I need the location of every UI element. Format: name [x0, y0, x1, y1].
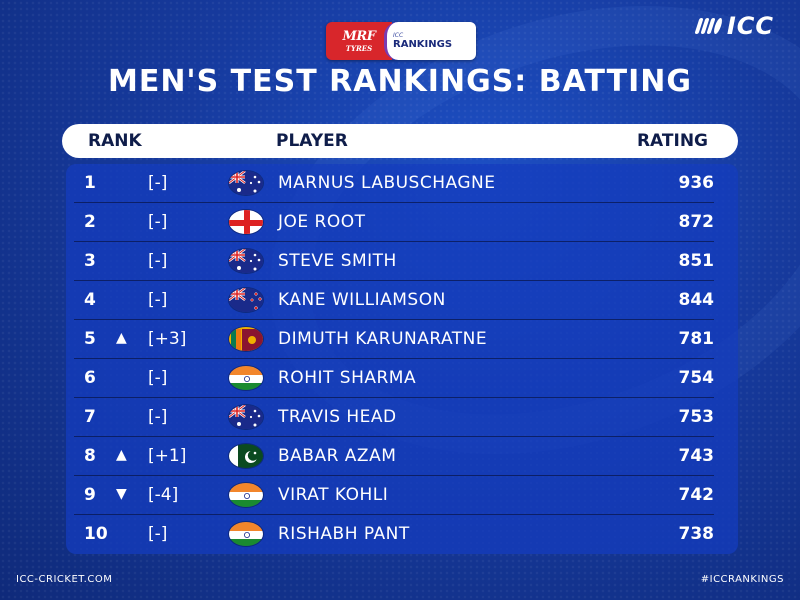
player-rating: 844	[678, 290, 715, 310]
rankings-table: 1 [-] MARNUS LABUSCHAGNE 936 2 [-] JOE ROOT 872…	[66, 164, 738, 554]
rank-movement: [-]	[148, 251, 168, 271]
player-name: TRAVIS HEAD	[278, 407, 397, 427]
player-name: VIRAT KOHLI	[278, 485, 389, 505]
player-rating: 738	[678, 524, 715, 544]
header-rating: RATING	[636, 131, 708, 151]
table-row: 9 ▼ [-4] VIRAT KOHLI 742	[66, 476, 738, 515]
player-rating: 753	[678, 407, 715, 427]
rank-movement: [-4]	[148, 485, 179, 505]
rank-number: 9	[84, 485, 96, 505]
player-name: ROHIT SHARMA	[278, 368, 417, 388]
icc-ball-icon	[694, 16, 724, 36]
rank-movement: [-]	[148, 368, 168, 388]
player-rating: 742	[678, 485, 715, 505]
rank-number: 4	[84, 290, 96, 310]
player-rating: 851	[678, 251, 715, 271]
footer-website: ICC-CRICKET.COM	[16, 574, 113, 585]
rank-number: 2	[84, 212, 96, 232]
icc-rankings-logo: ICC RANKINGS	[384, 22, 476, 60]
rank-movement: [-]	[148, 173, 168, 193]
australia-flag-icon	[228, 404, 264, 430]
rank-number: 10	[84, 524, 108, 544]
player-rating: 781	[678, 329, 715, 349]
table-row: 10 [-] RISHABH PANT 738	[66, 515, 738, 554]
rank-movement: [+3]	[148, 329, 187, 349]
table-row: 5 ▲ [+3] DIMUTH KARUNARATNE 781	[66, 320, 738, 359]
australia-flag-icon	[228, 170, 264, 196]
rank-number: 7	[84, 407, 96, 427]
arrow-up-icon: ▲	[116, 447, 127, 463]
player-name: DIMUTH KARUNARATNE	[278, 329, 488, 349]
pakistan-flag-icon	[228, 443, 264, 469]
sri-lanka-flag-icon	[228, 326, 264, 352]
australia-flag-icon	[228, 248, 264, 274]
rank-number: 8	[84, 446, 96, 466]
india-flag-icon	[228, 482, 264, 508]
sponsor-badge: MRF TYRES ICC RANKINGS	[326, 22, 476, 60]
player-rating: 743	[678, 446, 715, 466]
table-row: 2 [-] JOE ROOT 872	[66, 203, 738, 242]
table-row: 8 ▲ [+1] BABAR AZAM 743	[66, 437, 738, 476]
footer-hashtag: #ICCRANKINGS	[700, 574, 784, 585]
arrow-down-icon: ▼	[116, 486, 127, 502]
table-row: 1 [-] MARNUS LABUSCHAGNE 936	[66, 164, 738, 203]
player-name: STEVE SMITH	[278, 251, 397, 271]
page-title: MEN'S TEST RANKINGS: BATTING	[107, 64, 693, 99]
table-row: 7 [-] TRAVIS HEAD 753	[66, 398, 738, 437]
player-name: KANE WILLIAMSON	[278, 290, 446, 310]
icc-logo: ICC	[694, 12, 774, 40]
rank-movement: [-]	[148, 290, 168, 310]
rank-movement: [-]	[148, 212, 168, 232]
player-name: MARNUS LABUSCHAGNE	[278, 173, 496, 193]
india-flag-icon	[228, 365, 264, 391]
rank-number: 5	[84, 329, 96, 349]
arrow-up-icon: ▲	[116, 330, 127, 346]
india-flag-icon	[228, 521, 264, 547]
player-name: BABAR AZAM	[278, 446, 397, 466]
player-name: JOE ROOT	[278, 212, 366, 232]
rank-number: 3	[84, 251, 96, 271]
rank-number: 6	[84, 368, 96, 388]
player-rating: 754	[678, 368, 715, 388]
mrf-logo: MRF TYRES	[326, 22, 392, 60]
table-row: 3 [-] STEVE SMITH 851	[66, 242, 738, 281]
header-player: PLAYER	[276, 131, 348, 151]
rank-movement: [-]	[148, 407, 168, 427]
rank-movement: [-]	[148, 524, 168, 544]
table-row: 4 [-] KANE WILLIAMSON 844	[66, 281, 738, 320]
table-row: 6 [-] ROHIT SHARMA 754	[66, 359, 738, 398]
england-flag-icon	[228, 209, 264, 235]
player-name: RISHABH PANT	[278, 524, 410, 544]
table-header: RANK PLAYER RATING	[62, 124, 738, 158]
rank-movement: [+1]	[148, 446, 187, 466]
player-rating: 936	[678, 173, 715, 193]
rank-number: 1	[84, 173, 96, 193]
header-rank: RANK	[88, 131, 142, 151]
new-zealand-flag-icon	[228, 287, 264, 313]
player-rating: 872	[678, 212, 715, 232]
